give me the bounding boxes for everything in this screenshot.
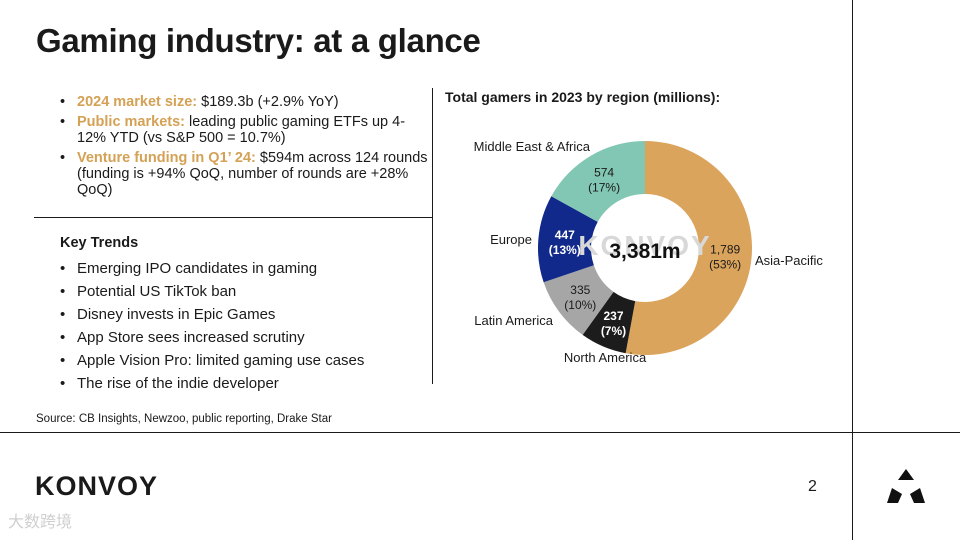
konvoy-logo: KONVOY xyxy=(35,471,159,501)
chart-center-total: 3,381m xyxy=(609,240,680,263)
section-divider-vertical xyxy=(432,88,433,384)
region-label: Middle East & Africa xyxy=(474,139,591,154)
bullet-text: $594m across 124 rounds (funding is +94%… xyxy=(77,150,428,198)
bullet-market-size: 2024 market size: $189.3b (+2.9% YoY) xyxy=(60,94,430,110)
donut-slice-latin-america xyxy=(543,265,614,335)
right-divider-line xyxy=(852,0,853,540)
corner-watermark: 大数跨境 xyxy=(8,514,73,531)
slice-value-label: 447 xyxy=(555,228,575,242)
list-item: App Store sees increased scrutiny xyxy=(60,326,364,349)
list-item: Apple Vision Pro: limited gaming use cas… xyxy=(60,349,364,372)
slice-percent-label: (17%) xyxy=(588,181,620,195)
bullet-label: Public markets: xyxy=(77,114,185,130)
donut-chart: KONVOY 3,381m 1,789(53%) 237(7%) 335(10%) 4… xyxy=(474,139,824,365)
bullet-text: $189.3b (+2.9% YoY) xyxy=(197,94,339,110)
list-item: Emerging IPO candidates in gaming xyxy=(60,257,364,280)
list-item: The rise of the indie developer xyxy=(60,372,364,395)
slice-percent-label: (13%) xyxy=(549,243,581,257)
key-trends-list: Emerging IPO candidates in gaming Potent… xyxy=(60,257,364,395)
region-label: Asia-Pacific xyxy=(755,253,823,268)
page-number: 2 xyxy=(808,478,817,495)
source-note: Source: CB Insights, Newzoo, public repo… xyxy=(36,413,332,425)
chart-watermark: KONVOY xyxy=(578,230,711,261)
list-item: Potential US TikTok ban xyxy=(60,280,364,303)
page-title: Gaming industry: at a glance xyxy=(36,22,481,59)
bullet-label: 2024 market size: xyxy=(77,94,198,110)
chart-title: Total gamers in 2023 by region (millions… xyxy=(445,89,721,105)
footer-divider-line xyxy=(0,432,960,433)
donut-slice-north-america xyxy=(582,291,636,354)
region-label: Europe xyxy=(490,232,532,247)
slice-value-label: 335 xyxy=(570,283,590,297)
region-label: North America xyxy=(564,350,647,365)
donut-slice-asia-pacific xyxy=(625,141,752,355)
slice-percent-label: (53%) xyxy=(709,257,741,271)
section-divider-horizontal xyxy=(34,217,432,218)
donut-slice-middle-east-africa xyxy=(551,141,645,222)
summary-bullets: 2024 market size: $189.3b (+2.9% YoY) Pu… xyxy=(60,94,430,202)
slice-percent-label: (10%) xyxy=(564,298,596,312)
list-item: Disney invests in Epic Games xyxy=(60,303,364,326)
key-trends-title: Key Trends xyxy=(60,235,139,251)
slice-value-label: 574 xyxy=(594,166,614,180)
bullet-public-markets: Public markets: leading public gaming ET… xyxy=(60,114,430,146)
slice-value-label: 1,789 xyxy=(710,242,740,256)
bullet-venture-funding: Venture funding in Q1’ 24: $594m across … xyxy=(60,150,430,198)
donut-slice-europe xyxy=(538,196,598,283)
slice-percent-label: (7%) xyxy=(601,324,626,338)
region-label: Latin America xyxy=(474,313,554,328)
konvoy-mark-icon xyxy=(887,469,925,503)
bullet-label: Venture funding in Q1’ 24: xyxy=(77,150,256,166)
bullet-text: leading public gaming ETFs up 4-12% YTD … xyxy=(77,114,406,146)
slice-value-label: 237 xyxy=(603,309,623,323)
